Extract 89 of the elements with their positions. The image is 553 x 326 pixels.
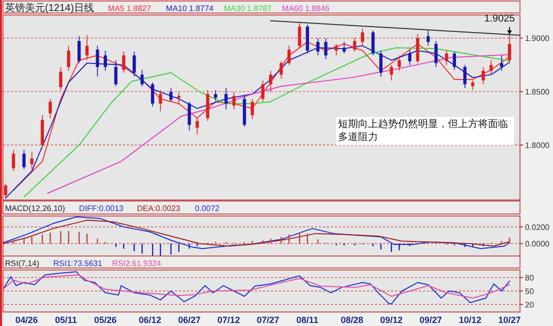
text: MA30 1.8787	[224, 4, 272, 13]
x-tick-label: 07/27	[256, 315, 280, 325]
candlestick	[85, 34, 89, 61]
y-tick-label: 80	[525, 274, 534, 283]
y-tick-label: 1.9000	[525, 34, 550, 44]
candlestick	[500, 55, 504, 72]
y-tick-label: 0.0200	[525, 222, 550, 232]
x-tick-label: 08/11	[296, 315, 318, 325]
line-series	[2, 271, 510, 304]
candlestick	[169, 88, 173, 102]
candlestick	[114, 60, 118, 87]
candlestick	[59, 66, 62, 90]
candlestick	[316, 38, 320, 56]
candlestick	[261, 80, 264, 102]
candlestick	[444, 50, 448, 66]
candlestick	[196, 118, 199, 135]
x-tick-label: 06/12	[138, 315, 162, 325]
text: MA10 1.8774	[166, 4, 214, 13]
candlestick	[426, 30, 430, 46]
candlestick	[390, 64, 394, 81]
candlestick	[30, 151, 34, 170]
x-tick-label: 06/27	[178, 315, 201, 325]
candlestick	[12, 149, 16, 172]
series-label: RSI1:73.5631	[53, 259, 103, 268]
chart-title: 英镑美元(1214)日线	[5, 2, 94, 14]
candlestick	[122, 51, 126, 74]
candlestick	[508, 34, 512, 64]
candlestick	[353, 38, 356, 52]
y-tick-label: 0.0000	[525, 240, 550, 249]
x-tick-label: 04/26	[15, 315, 38, 325]
candlestick	[188, 101, 191, 131]
candlestick	[342, 42, 346, 54]
candlestick	[471, 80, 474, 90]
candlestick	[287, 45, 291, 66]
candlestick	[22, 149, 26, 170]
x-tick-label: 10/12	[458, 315, 482, 325]
candlestick	[250, 98, 254, 120]
text: MA60 1.8846	[282, 4, 330, 13]
series-label: DEA:0.0023	[137, 204, 181, 213]
candlestick	[78, 36, 81, 64]
candlestick	[434, 40, 438, 68]
text: RSI2:61.9324	[112, 259, 162, 268]
annotation: 短期向上趋势仍然明显，但上方将面临多道阻力	[336, 117, 514, 145]
x-tick-label: 09/12	[380, 315, 403, 325]
candlestick	[132, 51, 136, 77]
chart-title: MACD(12,26,10)	[5, 204, 66, 213]
x-tick-label: 10/27	[498, 315, 521, 325]
candlestick	[48, 98, 52, 118]
candlestick	[416, 34, 420, 64]
x-tick-label: 05/11	[54, 315, 77, 325]
candlestick	[104, 50, 107, 72]
candlestick	[158, 90, 162, 112]
y-tick-label: 1.8000	[525, 141, 550, 150]
candlestick	[298, 21, 302, 48]
x-tick-label: 09/27	[420, 315, 442, 325]
line-series	[2, 274, 510, 299]
x-tick-label: 07/12	[217, 315, 240, 325]
candlestick	[360, 28, 364, 46]
x-tick-label: 05/26	[94, 315, 117, 325]
candlestick	[67, 45, 70, 72]
series-label: DIFF:0.0013	[79, 204, 124, 213]
candlestick	[232, 92, 236, 110]
candlestick	[463, 64, 466, 89]
chart-title: RSI(7,14)	[5, 259, 40, 268]
y-tick-label: 20	[525, 300, 534, 310]
candlestick	[371, 30, 375, 56]
text: MA5 1.8827	[108, 4, 152, 13]
candlestick	[408, 49, 412, 66]
candlestick	[269, 70, 272, 92]
candlestick	[379, 50, 383, 77]
candlestick	[4, 183, 8, 198]
candlestick	[334, 43, 338, 56]
candlestick	[324, 38, 328, 60]
annotation: 1.9025	[484, 13, 516, 24]
text: 0.0072	[195, 204, 220, 213]
y-tick-label: 1.8500	[525, 88, 550, 97]
candlestick	[177, 92, 180, 104]
candlestick	[482, 66, 485, 85]
x-tick-label: 08/28	[340, 315, 364, 325]
candlestick	[224, 88, 228, 110]
candlestick	[490, 60, 493, 76]
candlestick	[96, 45, 100, 77]
candlestick	[150, 82, 154, 107]
y-tick-label: 50	[525, 287, 534, 296]
candlestick	[214, 90, 218, 102]
candlestick	[140, 69, 144, 87]
candlestick	[280, 60, 283, 79]
candlestick	[452, 51, 456, 70]
candlestick	[398, 55, 401, 72]
